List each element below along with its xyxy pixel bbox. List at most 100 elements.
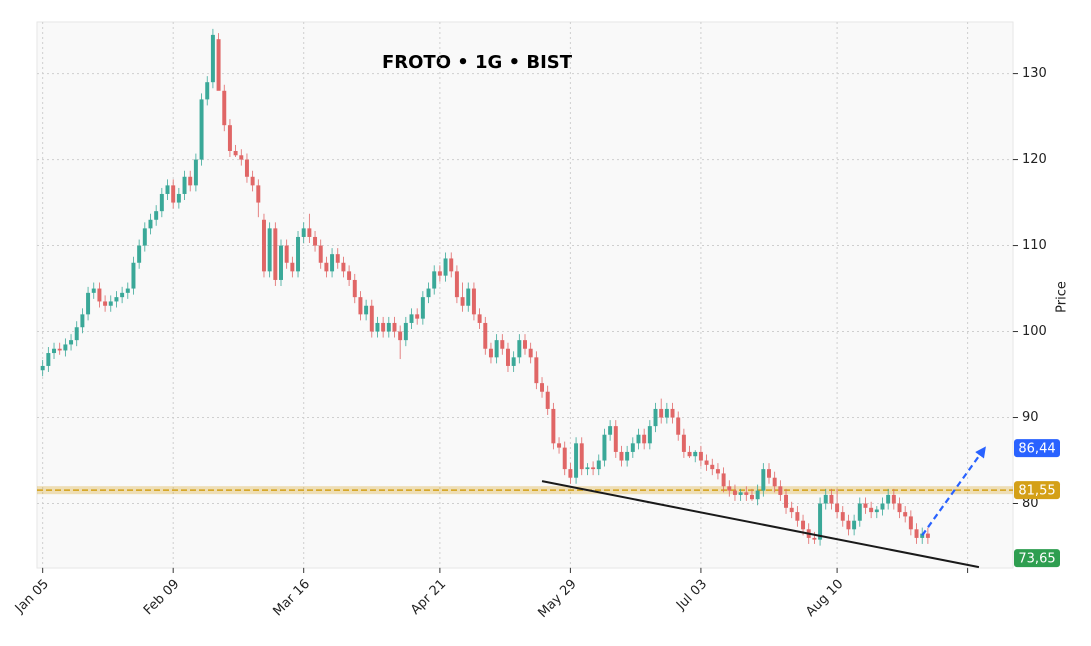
candle-body [869, 507, 874, 513]
candle-body [449, 258, 454, 272]
candle-body [818, 503, 823, 540]
candle-body [131, 262, 136, 289]
candle-body [103, 301, 108, 306]
candle-body [403, 322, 408, 341]
candle-body [80, 314, 85, 328]
y-tick-label: 110 [1022, 238, 1047, 253]
candle-body [846, 520, 851, 530]
candle-body [749, 494, 754, 500]
candle-body [863, 503, 868, 508]
candle-body [471, 288, 476, 315]
candle-body [727, 486, 732, 491]
candle-body [171, 185, 176, 203]
candle-body [273, 228, 278, 280]
candle-body [585, 467, 590, 470]
candle-body [352, 279, 357, 298]
candle-body [767, 469, 771, 478]
candle-body [63, 344, 68, 351]
candle-body [165, 185, 170, 194]
x-tick-label: Mar 16 [270, 577, 313, 620]
candle-body [908, 516, 913, 530]
candle-body [57, 348, 62, 351]
candle-body [120, 292, 125, 298]
x-tick-label: Jul 03 [673, 577, 710, 614]
candle-body [267, 228, 272, 272]
candle-body [710, 464, 715, 470]
candle-body [488, 348, 493, 358]
candle-body [500, 340, 505, 349]
candle-body [199, 99, 204, 160]
candle-body [540, 383, 545, 392]
candle-body [426, 288, 431, 298]
chart-title: FROTO • 1G • BIST [382, 52, 573, 73]
candle-body [829, 494, 834, 504]
candle-body [239, 155, 244, 160]
y-tick-label: 80 [1022, 496, 1039, 511]
candle-body [142, 228, 147, 246]
candle-body [307, 228, 312, 237]
level-label: 86,44 [1018, 442, 1055, 457]
candle-body [330, 254, 335, 272]
candle-body [97, 288, 102, 302]
candle-body [415, 314, 420, 319]
candle-body [744, 492, 749, 495]
trendline [541, 480, 980, 569]
candle-body [852, 520, 857, 530]
candle-body [74, 327, 79, 341]
candle-body [613, 426, 618, 452]
candle-body [653, 408, 658, 427]
candle-body [687, 451, 692, 457]
candle-body [579, 443, 584, 470]
candle-body [920, 533, 925, 538]
candle-body [755, 490, 760, 500]
candle-body [545, 391, 550, 409]
candle-body [466, 288, 471, 306]
candle-body [630, 443, 635, 452]
candle-body [261, 219, 266, 272]
candle-body [279, 245, 283, 280]
candle-body [159, 193, 164, 212]
y-tick-label: 130 [1022, 66, 1047, 81]
candle-body [364, 305, 369, 315]
level-label-box [1014, 549, 1060, 568]
candle-body [812, 537, 817, 540]
candle-body [778, 486, 783, 495]
candle-body [188, 176, 193, 186]
candle-body [358, 297, 363, 315]
candle-body [437, 271, 442, 276]
candle-body [647, 426, 652, 444]
candle-body [69, 340, 74, 345]
candle-body [772, 477, 777, 487]
candle-body [835, 503, 840, 513]
candle-body [324, 262, 329, 272]
x-tick-label: Feb 09 [141, 577, 183, 619]
candle-body [301, 228, 306, 237]
candle-body [443, 258, 448, 276]
candle-body [91, 288, 96, 293]
candle-body [227, 125, 232, 151]
candle-body [619, 451, 624, 461]
candle-body [335, 254, 340, 263]
candle-body [914, 529, 919, 538]
candle-body [114, 297, 119, 302]
candle-body [375, 322, 380, 332]
candle-body [222, 90, 227, 126]
candle-body [676, 417, 681, 435]
candle-body [636, 434, 641, 444]
candle-body [193, 159, 198, 186]
candle-body [137, 245, 142, 263]
candle-body [523, 340, 527, 349]
candle-body [398, 331, 403, 341]
candle-body [681, 434, 686, 452]
candle-body [154, 211, 159, 220]
candle-body [551, 408, 556, 444]
candle-body [432, 271, 437, 289]
candle-body [216, 39, 221, 91]
candle-body [148, 219, 153, 229]
level-label-box [1014, 481, 1060, 500]
candle-body [477, 314, 482, 323]
candle-body [602, 434, 607, 461]
y-tick-label: 100 [1022, 324, 1047, 339]
candle-body [721, 473, 726, 487]
